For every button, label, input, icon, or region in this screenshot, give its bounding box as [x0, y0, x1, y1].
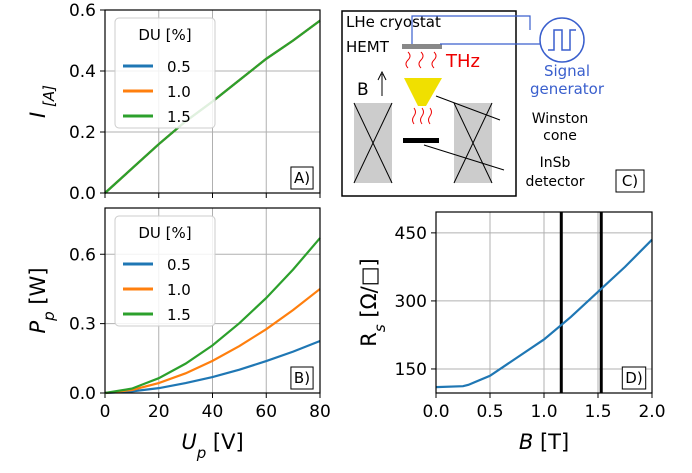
axis-label: Up [V] [181, 430, 243, 462]
legend-entry: 1.0 [167, 281, 191, 299]
x-tick-label: 0 [100, 402, 111, 422]
axis-label-part: [T] [533, 430, 569, 454]
generator-label: Signal [544, 62, 590, 80]
y-tick-label: 0.6 [69, 245, 96, 265]
panel-label: D) [625, 369, 642, 387]
detector [403, 138, 439, 143]
legend-entry: 1.0 [167, 83, 191, 101]
thz-label: THz [445, 51, 480, 72]
axis-label-part: P [26, 321, 50, 334]
diagram: LHe cryostat HEMT Signal generator THz B… [342, 11, 644, 196]
detector-label: detector [525, 174, 584, 190]
winston-cone [404, 78, 442, 106]
hemt-label: HEMT [346, 38, 390, 56]
y-tick-label: 0.3 [69, 315, 96, 335]
x-tick-label: 2.0 [638, 402, 665, 422]
axis-label: Pp [W] [26, 267, 58, 333]
field-arrow [378, 72, 386, 96]
x-tick-label: 40 [202, 402, 224, 422]
y-tick-label: 150 [395, 360, 427, 380]
x-tick-label: 1.5 [584, 402, 611, 422]
axis-label-part: [Ω/□] [357, 258, 381, 324]
legend-entry: 0.5 [167, 256, 191, 274]
axis-label-part: U [181, 430, 196, 454]
axis-label-part: B [519, 430, 533, 454]
y-tick-label: 450 [395, 224, 427, 244]
generator-label: generator [530, 80, 605, 98]
axis-label-part: [V] [206, 430, 243, 454]
y-tick-label: 0.0 [69, 184, 96, 204]
axis-label: B [T] [519, 430, 569, 454]
y-tick-label: 0.6 [69, 1, 96, 21]
legend-entry: 1.5 [167, 306, 191, 324]
axis-label-part: [W] [26, 267, 50, 311]
axis-label: Rs [Ω/□] [357, 258, 389, 346]
y-tick-label: 0.0 [69, 384, 96, 404]
y-tick-label: 0.4 [69, 62, 96, 82]
x-tick-label: 0.5 [476, 402, 503, 422]
cone-label: Winston [532, 111, 589, 127]
x-tick-label: 20 [148, 402, 170, 422]
x-tick-label: 0.0 [422, 402, 449, 422]
legend-title: DU [%] [138, 26, 191, 44]
x-tick-label: 60 [255, 402, 277, 422]
axis-label-part: s [371, 324, 389, 332]
cone-label: cone [543, 128, 577, 144]
figure: LHe cryostat HEMT Signal generator THz B… [0, 0, 692, 473]
legend-entry: 0.5 [167, 58, 191, 76]
legend-title: DU [%] [138, 224, 191, 242]
panel-label: A) [294, 169, 310, 187]
x-tick-label: 1.0 [530, 402, 557, 422]
axis-label-part: [A] [40, 85, 58, 112]
square-wave [548, 30, 576, 50]
field-label: B [357, 80, 369, 100]
hemt [402, 44, 442, 49]
y-tick-label: 0.2 [69, 123, 96, 143]
axis-label-part: p [40, 311, 58, 322]
panel-label: C) [622, 172, 638, 190]
axis-label: I [A] [26, 85, 58, 118]
detector-label: InSb [540, 155, 571, 171]
x-tick-label: 80 [309, 402, 331, 422]
panel-label: B) [294, 369, 310, 387]
legend-entry: 1.5 [167, 108, 191, 126]
axis-label-part: p [196, 444, 207, 462]
y-tick-label: 300 [395, 292, 427, 312]
axis-label-part: R [357, 332, 381, 347]
